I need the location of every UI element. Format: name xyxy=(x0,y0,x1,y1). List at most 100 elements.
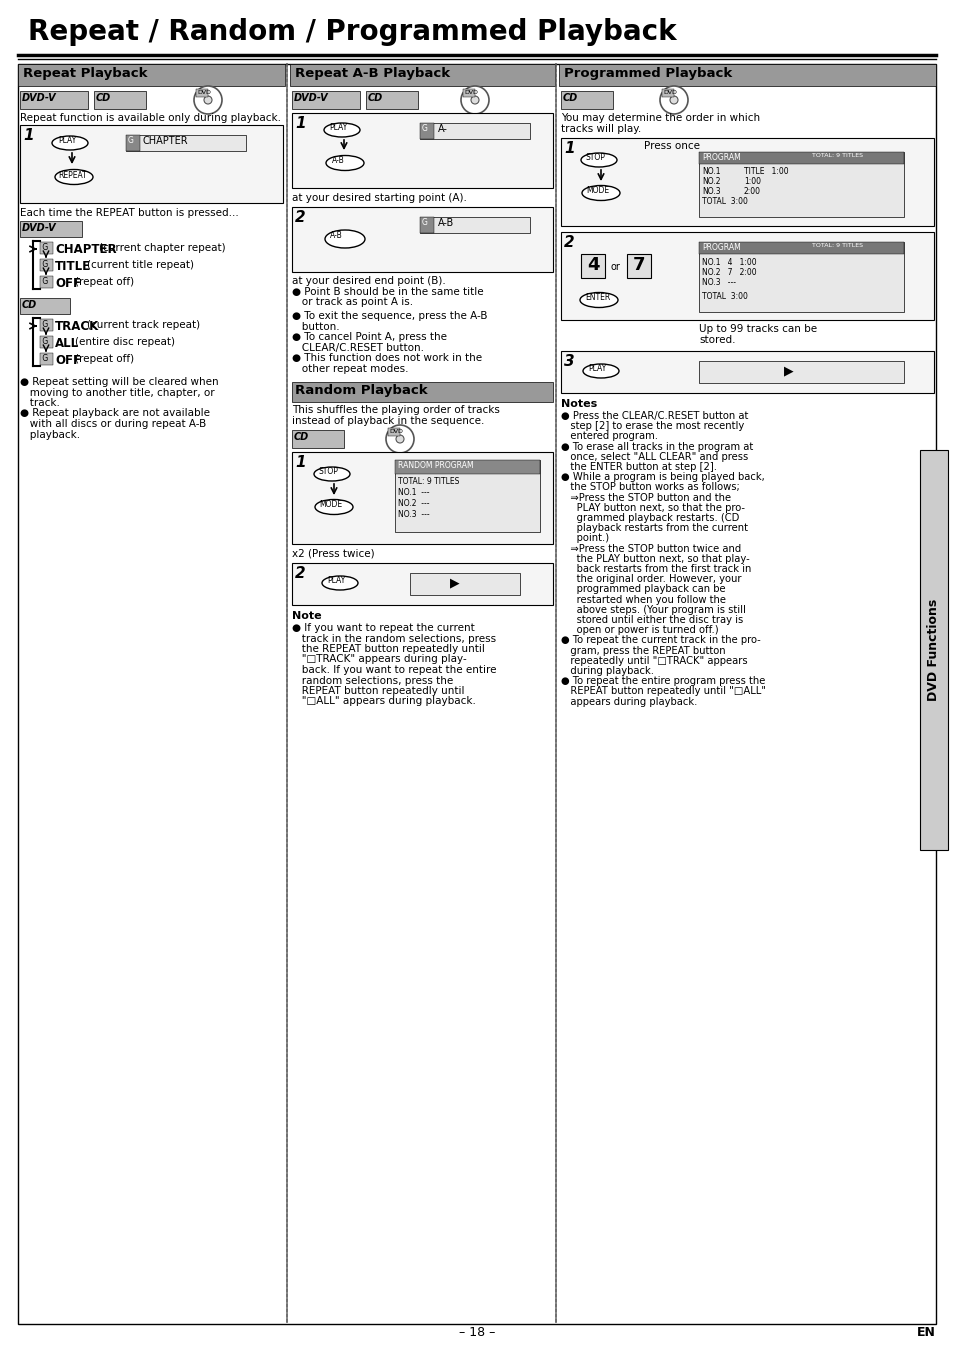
Bar xyxy=(366,92,417,109)
Text: PLAY: PLAY xyxy=(587,364,605,373)
Text: NO.2  ---: NO.2 --- xyxy=(397,499,429,508)
Ellipse shape xyxy=(581,186,619,201)
Text: DVD-V: DVD-V xyxy=(22,93,56,102)
Text: at your desired starting point (A).: at your desired starting point (A). xyxy=(292,193,466,204)
Text: A-: A- xyxy=(437,124,447,133)
Text: stored until either the disc tray is: stored until either the disc tray is xyxy=(560,615,742,625)
Text: restarted when you follow the: restarted when you follow the xyxy=(560,594,725,605)
Text: or track as point A is.: or track as point A is. xyxy=(292,297,413,307)
Text: OFF: OFF xyxy=(55,355,81,367)
Text: This shuffles the playing order of tracks: This shuffles the playing order of track… xyxy=(292,404,499,415)
Text: DVD-V: DVD-V xyxy=(22,222,56,233)
Ellipse shape xyxy=(314,500,353,515)
Text: STOP: STOP xyxy=(585,154,605,162)
Text: ● Press the CLEAR/C.RESET button at: ● Press the CLEAR/C.RESET button at xyxy=(560,411,747,421)
Text: 2: 2 xyxy=(294,566,305,581)
Text: Note: Note xyxy=(292,611,321,621)
Text: G: G xyxy=(40,243,49,252)
Bar xyxy=(419,123,434,139)
Bar xyxy=(395,460,539,532)
Text: CD: CD xyxy=(22,301,37,310)
Text: programmed playback can be: programmed playback can be xyxy=(560,585,725,594)
Text: 2: 2 xyxy=(563,235,574,249)
Bar xyxy=(94,92,146,109)
Text: A-B: A-B xyxy=(332,156,344,164)
Text: CLEAR/C.RESET button.: CLEAR/C.RESET button. xyxy=(292,342,423,352)
Text: NO.1: NO.1 xyxy=(701,167,720,177)
Text: ● Point B should be in the same title: ● Point B should be in the same title xyxy=(292,287,483,297)
Text: G: G xyxy=(421,218,428,226)
Text: G: G xyxy=(40,337,49,346)
Text: (current track repeat): (current track repeat) xyxy=(87,319,200,330)
Text: during playback.: during playback. xyxy=(560,666,654,675)
Bar xyxy=(20,125,283,204)
Bar xyxy=(410,573,519,594)
Bar xyxy=(395,460,539,474)
Bar xyxy=(661,89,673,97)
Text: MODE: MODE xyxy=(585,186,608,195)
Text: "□ALL" appears during playback.: "□ALL" appears during playback. xyxy=(292,697,476,706)
Text: ALL: ALL xyxy=(55,337,79,350)
Bar xyxy=(699,243,903,311)
Text: PLAY button next, so that the pro-: PLAY button next, so that the pro- xyxy=(560,503,744,512)
Bar xyxy=(560,137,933,226)
Text: repeatedly until "□TRACK" appears: repeatedly until "□TRACK" appears xyxy=(560,655,747,666)
Bar xyxy=(292,430,344,448)
Text: (repeat off): (repeat off) xyxy=(75,355,134,364)
Text: TOTAL: 9 TITLES: TOTAL: 9 TITLES xyxy=(811,243,862,248)
Bar xyxy=(419,217,530,233)
Text: 2:00: 2:00 xyxy=(743,187,760,195)
Text: Each time the REPEAT button is pressed...: Each time the REPEAT button is pressed..… xyxy=(20,208,238,218)
Bar xyxy=(292,92,359,109)
Text: CHAPTER: CHAPTER xyxy=(55,243,116,256)
Text: TOTAL: 9 TITLES: TOTAL: 9 TITLES xyxy=(397,477,459,487)
Text: instead of playback in the sequence.: instead of playback in the sequence. xyxy=(292,417,484,426)
Bar xyxy=(40,243,53,253)
Bar xyxy=(20,298,70,314)
Ellipse shape xyxy=(582,364,618,377)
Circle shape xyxy=(471,96,478,104)
Text: TOTAL: 9 TITLES: TOTAL: 9 TITLES xyxy=(811,154,862,158)
Bar xyxy=(40,259,53,271)
Text: NO.3: NO.3 xyxy=(701,187,720,195)
Text: button.: button. xyxy=(292,322,339,332)
Text: Repeat function is available only during playback.: Repeat function is available only during… xyxy=(20,113,281,123)
Text: back restarts from the first track in: back restarts from the first track in xyxy=(560,563,751,574)
Text: Programmed Playback: Programmed Playback xyxy=(563,67,732,80)
Text: 1: 1 xyxy=(23,128,33,143)
Ellipse shape xyxy=(55,170,92,185)
Text: STOP: STOP xyxy=(318,466,338,476)
Text: step [2] to erase the most recently: step [2] to erase the most recently xyxy=(560,421,743,431)
Text: playback.: playback. xyxy=(20,430,80,439)
Text: Repeat Playback: Repeat Playback xyxy=(23,67,148,80)
Text: 7: 7 xyxy=(633,256,645,274)
Text: ● Repeat playback are not available: ● Repeat playback are not available xyxy=(20,408,210,418)
Text: ⇒Press the STOP button twice and: ⇒Press the STOP button twice and xyxy=(560,543,740,554)
Circle shape xyxy=(659,86,687,115)
Text: playback restarts from the current: playback restarts from the current xyxy=(560,523,747,534)
Text: ● If you want to repeat the current: ● If you want to repeat the current xyxy=(292,623,475,634)
Bar xyxy=(462,89,475,97)
Text: the original order. However, your: the original order. However, your xyxy=(560,574,740,584)
Text: CD: CD xyxy=(96,93,112,102)
Bar xyxy=(40,319,53,332)
Text: DVD: DVD xyxy=(389,429,402,434)
Bar xyxy=(292,113,553,187)
Text: (current title repeat): (current title repeat) xyxy=(87,260,193,270)
Text: "□TRACK" appears during play-: "□TRACK" appears during play- xyxy=(292,655,466,665)
Text: track in the random selections, press: track in the random selections, press xyxy=(292,634,496,643)
Text: ● To repeat the entire program press the: ● To repeat the entire program press the xyxy=(560,677,764,686)
Bar xyxy=(18,63,285,86)
Bar xyxy=(699,152,903,217)
Bar xyxy=(388,429,399,435)
Text: ● To cancel Point A, press the: ● To cancel Point A, press the xyxy=(292,332,447,342)
Text: PROGRAM: PROGRAM xyxy=(701,243,740,252)
Bar xyxy=(292,381,553,402)
Bar xyxy=(580,253,604,278)
Text: A-B: A-B xyxy=(330,231,342,240)
Circle shape xyxy=(460,86,489,115)
Bar xyxy=(560,232,933,319)
Text: ⇒Press the STOP button and the: ⇒Press the STOP button and the xyxy=(560,492,730,503)
Text: TITLE: TITLE xyxy=(55,260,91,274)
Text: back. If you want to repeat the entire: back. If you want to repeat the entire xyxy=(292,665,496,675)
